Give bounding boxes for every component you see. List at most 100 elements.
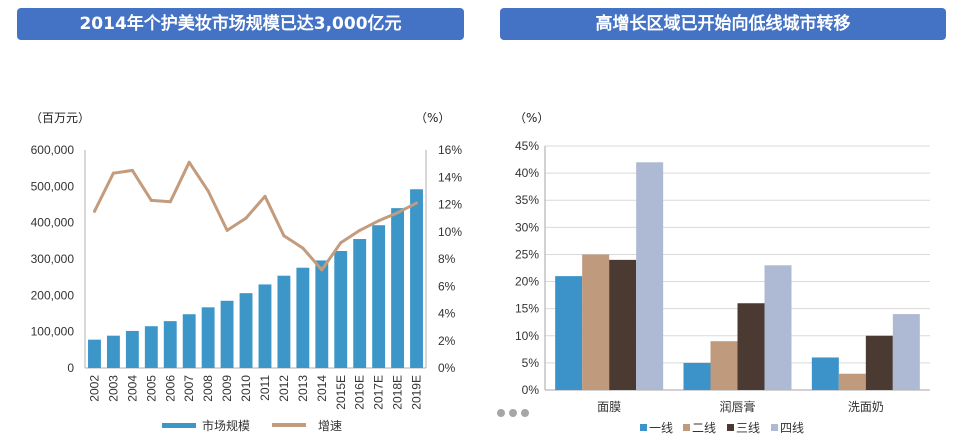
legend-swatch-growth <box>272 423 306 427</box>
market-size-bar <box>334 251 348 368</box>
x-tick-year: 2008 <box>201 375 215 402</box>
market-size-bar <box>125 330 139 368</box>
tier-bar <box>737 303 765 390</box>
right-y-tick: 14% <box>438 170 462 184</box>
market-size-bar <box>353 239 367 368</box>
left-y-tick: 300,000 <box>31 252 75 266</box>
left-chart-title: 2014年个护美妆市场规模已达3,000亿元 <box>17 8 464 40</box>
page-dot-1[interactable] <box>497 409 505 417</box>
page-dot-2[interactable] <box>509 409 517 417</box>
x-tick-year: 2004 <box>125 375 139 402</box>
category-label: 润唇膏 <box>719 399 755 414</box>
market-size-bar <box>296 267 310 368</box>
right-y-tick: 8% <box>438 252 456 266</box>
right-y-tick-pct: 30% <box>515 220 539 234</box>
x-tick-year: 2015E <box>334 375 348 410</box>
left-y-tick: 200,000 <box>31 288 75 302</box>
legend-label-tier: 二线 <box>692 421 716 435</box>
market-size-bar <box>277 275 291 368</box>
market-size-bar <box>106 335 120 368</box>
right-y-tick-pct: 15% <box>515 302 539 316</box>
market-size-bar <box>144 326 158 368</box>
tier-bar <box>865 335 893 390</box>
right-y-tick-pct: 10% <box>515 329 539 343</box>
legend-swatch-tier <box>640 424 647 431</box>
tier-bar <box>892 314 920 390</box>
growth-rate-point <box>130 168 134 172</box>
growth-rate-point <box>206 189 210 193</box>
growth-rate-point <box>168 200 172 204</box>
x-tick-year: 2002 <box>87 375 101 402</box>
market-size-bar <box>372 225 386 368</box>
market-size-bar <box>220 300 234 368</box>
left-y-tick: 600,000 <box>31 143 75 157</box>
legend-label-market-size: 市场规模 <box>202 418 250 433</box>
growth-rate-point <box>111 171 115 175</box>
left-y-tick: 500,000 <box>31 179 75 193</box>
legend-label-tier: 一线 <box>649 421 673 435</box>
tier-bar <box>683 362 711 390</box>
growth-rate-point <box>92 209 96 213</box>
left-y-tick: 100,000 <box>31 325 75 339</box>
market-size-bar <box>391 208 405 368</box>
right-y-tick-pct: 25% <box>515 247 539 261</box>
right-y-tick-pct: 5% <box>522 356 540 370</box>
tier-bar <box>609 259 637 390</box>
legend-swatch-tier <box>683 424 690 431</box>
market-size-bar <box>182 314 196 368</box>
left-y-tick: 0 <box>67 361 74 375</box>
legend-swatch-tier <box>727 424 734 431</box>
growth-rate-point <box>282 234 286 238</box>
right-y-tick-pct: 0% <box>522 383 540 397</box>
tier-bar <box>555 276 583 390</box>
right-axis-unit: （%） <box>415 111 450 125</box>
right-y-tick: 2% <box>438 334 456 348</box>
market-size-bar <box>88 339 101 368</box>
right-y-tick-pct: 20% <box>515 275 539 289</box>
legend-label-tier: 四线 <box>780 421 804 435</box>
growth-rate-point <box>377 219 381 223</box>
right-y-tick: 4% <box>438 307 456 321</box>
x-tick-year: 2016E <box>353 375 367 410</box>
legend-swatch-market-size <box>162 423 196 428</box>
growth-rate-point <box>263 194 267 198</box>
legend-label-growth: 增速 <box>318 419 342 433</box>
right-y-tick: 0% <box>438 361 456 375</box>
tier-bar <box>710 341 738 390</box>
right-y-tick: 16% <box>438 143 462 157</box>
growth-rate-point <box>396 211 400 215</box>
right-y-tick: 12% <box>438 198 462 212</box>
x-tick-year: 2014 <box>315 375 329 402</box>
growth-rate-point <box>244 216 248 220</box>
market-size-bar <box>201 307 215 368</box>
x-tick-year: 2012 <box>277 375 291 402</box>
category-label: 面膜 <box>597 400 621 414</box>
growth-rate-point <box>415 201 419 205</box>
x-tick-year: 2019E <box>410 375 424 410</box>
x-tick-year: 2003 <box>106 375 120 402</box>
pagination-dots[interactable] <box>497 404 533 422</box>
right-y-tick-pct: 35% <box>515 193 539 207</box>
market-size-bar <box>410 189 423 368</box>
right-y-tick: 6% <box>438 279 456 293</box>
market-size-bar <box>258 284 272 368</box>
growth-rate-point <box>301 246 305 250</box>
legend-swatch-tier <box>771 424 778 431</box>
left-y-tick: 400,000 <box>31 216 75 230</box>
right-chart-title: 高增长区域已开始向低线城市转移 <box>500 8 946 40</box>
page-dot-3[interactable] <box>521 409 529 417</box>
tier-bar <box>636 162 664 390</box>
x-tick-year: 2009 <box>220 375 234 402</box>
right-chart-unit: （%） <box>514 111 549 125</box>
x-tick-year: 2005 <box>144 375 158 402</box>
x-tick-year: 2011 <box>258 375 272 401</box>
growth-rate-point <box>339 241 343 245</box>
x-tick-year: 2013 <box>296 375 310 402</box>
x-tick-year: 2007 <box>182 375 196 402</box>
left-axis-unit: （百万元） <box>30 111 90 125</box>
x-tick-year: 2006 <box>163 375 177 402</box>
growth-rate-point <box>320 268 324 272</box>
growth-rate-point <box>225 228 229 232</box>
growth-rate-line <box>93 160 418 272</box>
